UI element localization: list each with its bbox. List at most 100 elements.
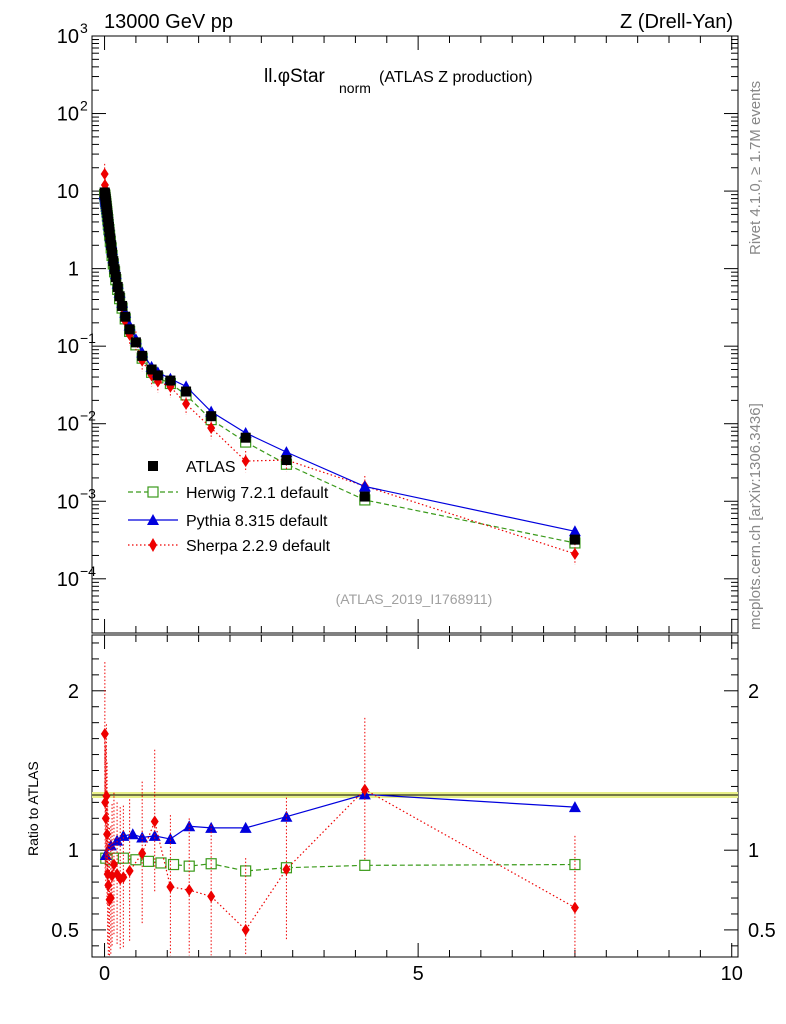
data-point bbox=[117, 300, 128, 311]
ratio-point bbox=[183, 860, 195, 872]
ratio-y-tick-label: 0.5 bbox=[51, 920, 79, 942]
ratio-point bbox=[103, 828, 112, 841]
ratio-point bbox=[117, 829, 130, 841]
ratio-point bbox=[164, 833, 177, 845]
y-tick-label: 10 bbox=[57, 491, 79, 513]
legend-herwig-marker bbox=[147, 486, 159, 498]
data-point bbox=[241, 455, 250, 468]
y-tick-label: 10 bbox=[57, 569, 79, 591]
ratio-point bbox=[102, 790, 111, 802]
series-line bbox=[104, 193, 576, 532]
data-point bbox=[146, 364, 157, 375]
ratio-y-tick-label-right: 1 bbox=[748, 840, 759, 862]
x-tick-label: 5 bbox=[413, 963, 424, 985]
y-tick-label-exponent: 2 bbox=[80, 98, 88, 114]
data-point bbox=[105, 233, 116, 244]
ratio-point bbox=[119, 871, 128, 884]
data-point bbox=[281, 455, 292, 466]
ratio-point bbox=[568, 801, 581, 813]
series-line bbox=[104, 174, 576, 555]
plot-title-rest: (ATLAS Z production) bbox=[379, 69, 533, 86]
data-point bbox=[240, 432, 251, 443]
data-point bbox=[130, 337, 141, 348]
ratio-point bbox=[166, 880, 175, 893]
data-point bbox=[106, 240, 117, 251]
data-point bbox=[124, 324, 135, 335]
ratio-point bbox=[101, 812, 110, 825]
y-tick-label-exponent: −1 bbox=[80, 330, 96, 346]
ratio-y-tick-label-right: 2 bbox=[748, 681, 759, 703]
main-panel-frame bbox=[91, 35, 739, 634]
ratio-point bbox=[142, 855, 155, 867]
ratio-point bbox=[359, 859, 371, 871]
data-point bbox=[181, 386, 192, 397]
ratio-point bbox=[130, 854, 142, 866]
ratio-point bbox=[125, 864, 134, 877]
y-tick-label: 10 bbox=[57, 26, 79, 48]
ratio-point bbox=[282, 863, 291, 876]
data-point bbox=[104, 227, 115, 238]
ratio-y-tick-label: 2 bbox=[68, 681, 79, 703]
legend-atlas-label: ATLAS bbox=[186, 459, 236, 476]
ratio-point bbox=[106, 892, 115, 905]
ratio-point bbox=[100, 727, 109, 740]
ratio-point bbox=[185, 884, 194, 897]
ratio-point bbox=[126, 828, 139, 840]
ratio-point bbox=[570, 901, 579, 914]
ratio-point bbox=[207, 890, 216, 903]
ratio-line bbox=[104, 733, 576, 931]
data-point bbox=[112, 281, 123, 292]
legend-pythia-label: Pythia 8.315 default bbox=[186, 513, 328, 530]
data-point bbox=[114, 291, 125, 302]
ratio-point bbox=[99, 848, 112, 860]
ratio-series bbox=[99, 662, 581, 956]
ratio-point bbox=[150, 815, 159, 828]
ratio-point bbox=[239, 821, 252, 833]
main-series bbox=[98, 163, 581, 565]
legend: ATLAS Herwig 7.2.1 default Pythia 8.315 … bbox=[128, 459, 331, 555]
y-tick-label-exponent: −4 bbox=[80, 563, 96, 579]
plot-title: ll.φStar bbox=[264, 66, 326, 87]
data-point bbox=[152, 370, 163, 381]
ratio-line bbox=[105, 793, 575, 856]
data-point bbox=[359, 491, 370, 502]
y-tick-label-exponent: −2 bbox=[80, 408, 96, 424]
ratio-point bbox=[109, 858, 118, 871]
data-point bbox=[569, 534, 580, 545]
data-point bbox=[206, 411, 217, 422]
data-point bbox=[137, 350, 148, 361]
data-point bbox=[182, 397, 191, 410]
y-tick-label: 1 bbox=[68, 259, 79, 281]
data-point bbox=[107, 247, 118, 258]
ratio-point bbox=[138, 847, 147, 860]
y-tick-label: 10 bbox=[57, 336, 79, 358]
ratio-point bbox=[360, 783, 369, 796]
process-label: Z (Drell-Yan) bbox=[620, 11, 733, 33]
data-point bbox=[280, 446, 293, 458]
data-point bbox=[108, 256, 119, 267]
data-point bbox=[110, 271, 121, 282]
ratio-point bbox=[167, 858, 180, 871]
ratio-axis-label: Ratio to ATLAS bbox=[25, 761, 41, 856]
data-point bbox=[207, 422, 216, 435]
energy-label: 13000 GeV pp bbox=[104, 11, 233, 33]
y-tick-label: 10 bbox=[57, 181, 79, 203]
x-tick-label: 0 bbox=[99, 963, 110, 985]
ratio-point bbox=[104, 879, 113, 892]
legend-sherpa-label: Sherpa 2.2.9 default bbox=[186, 538, 331, 555]
y-tick-label: 10 bbox=[57, 414, 79, 436]
legend-sherpa-marker bbox=[149, 538, 157, 552]
ratio-point bbox=[205, 821, 218, 833]
analysis-id: (ATLAS_2019_I1768911) bbox=[336, 591, 493, 607]
ratio-y-tick-label-right: 0.5 bbox=[748, 920, 776, 942]
y-tick-label: 10 bbox=[57, 104, 79, 126]
y-tick-label-exponent: 3 bbox=[80, 20, 88, 36]
mcplots-label: mcplots.cern.ch [arXiv:1306.3436] bbox=[747, 403, 764, 630]
data-point bbox=[100, 168, 109, 181]
plot-title-main: ll.φStar bbox=[264, 66, 326, 87]
ratio-point bbox=[240, 865, 252, 877]
legend-atlas-marker bbox=[148, 461, 158, 471]
axis-ticks bbox=[92, 35, 738, 957]
